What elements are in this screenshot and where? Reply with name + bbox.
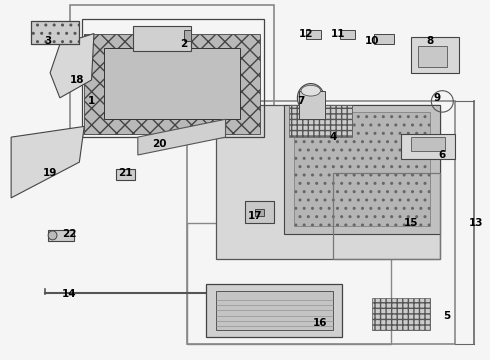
Bar [340,30,355,39]
Bar [187,223,391,344]
Text: 11: 11 [330,28,345,39]
Text: 12: 12 [298,28,313,39]
Polygon shape [216,105,440,258]
Ellipse shape [48,231,57,240]
Text: 22: 22 [62,229,77,239]
Ellipse shape [297,84,324,112]
Ellipse shape [301,85,320,96]
Bar [333,173,440,258]
Text: 17: 17 [247,211,262,221]
Text: 2: 2 [180,39,188,49]
Bar [255,208,265,216]
Bar [418,46,447,67]
Bar [84,33,260,134]
Bar [411,37,460,73]
Polygon shape [50,33,94,98]
Text: 3: 3 [44,36,51,46]
Bar [216,291,333,330]
Text: 21: 21 [119,168,133,178]
Bar [30,21,79,44]
Polygon shape [11,126,84,198]
Text: 13: 13 [469,218,484,228]
Bar [30,21,79,44]
Bar [187,102,455,344]
Text: 4: 4 [329,132,337,142]
Bar [184,30,192,41]
Text: 16: 16 [313,318,328,328]
Text: 6: 6 [439,150,446,160]
Text: 14: 14 [62,289,77,299]
Text: 15: 15 [403,218,418,228]
Text: 1: 1 [88,96,95,107]
Bar [116,169,135,180]
Bar [133,26,192,51]
Bar [104,48,240,119]
Text: 10: 10 [365,36,379,46]
Bar [70,5,274,134]
Text: 9: 9 [434,93,441,103]
Bar [245,202,274,223]
Polygon shape [138,119,225,155]
Text: 7: 7 [297,96,305,107]
Polygon shape [284,105,440,234]
Bar [306,30,320,39]
Bar [411,137,445,152]
Text: 18: 18 [70,75,84,85]
Text: 8: 8 [426,36,434,46]
Bar [401,134,455,158]
Text: 5: 5 [443,311,451,321]
Bar [294,112,430,226]
Bar [298,91,325,119]
Bar [374,33,393,44]
Bar [289,105,352,137]
Bar [206,284,343,337]
Bar [48,230,74,241]
Bar [372,298,430,330]
Text: 20: 20 [152,139,167,149]
Text: 19: 19 [43,168,57,178]
